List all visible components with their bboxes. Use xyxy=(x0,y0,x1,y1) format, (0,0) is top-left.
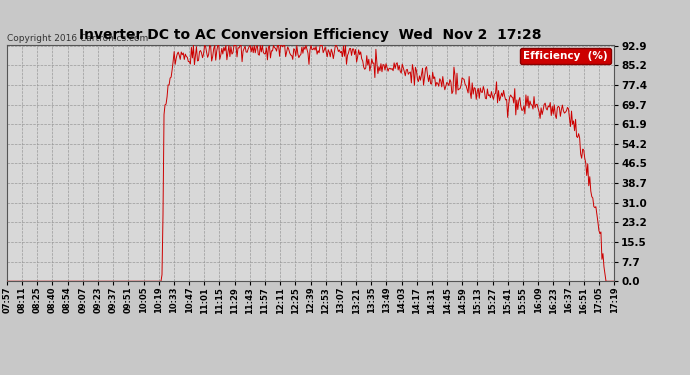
Text: Copyright 2016 Cartronics.com: Copyright 2016 Cartronics.com xyxy=(7,34,148,43)
Legend: Efficiency  (%): Efficiency (%) xyxy=(520,48,611,64)
Title: Inverter DC to AC Conversion Efficiency  Wed  Nov 2  17:28: Inverter DC to AC Conversion Efficiency … xyxy=(79,28,542,42)
